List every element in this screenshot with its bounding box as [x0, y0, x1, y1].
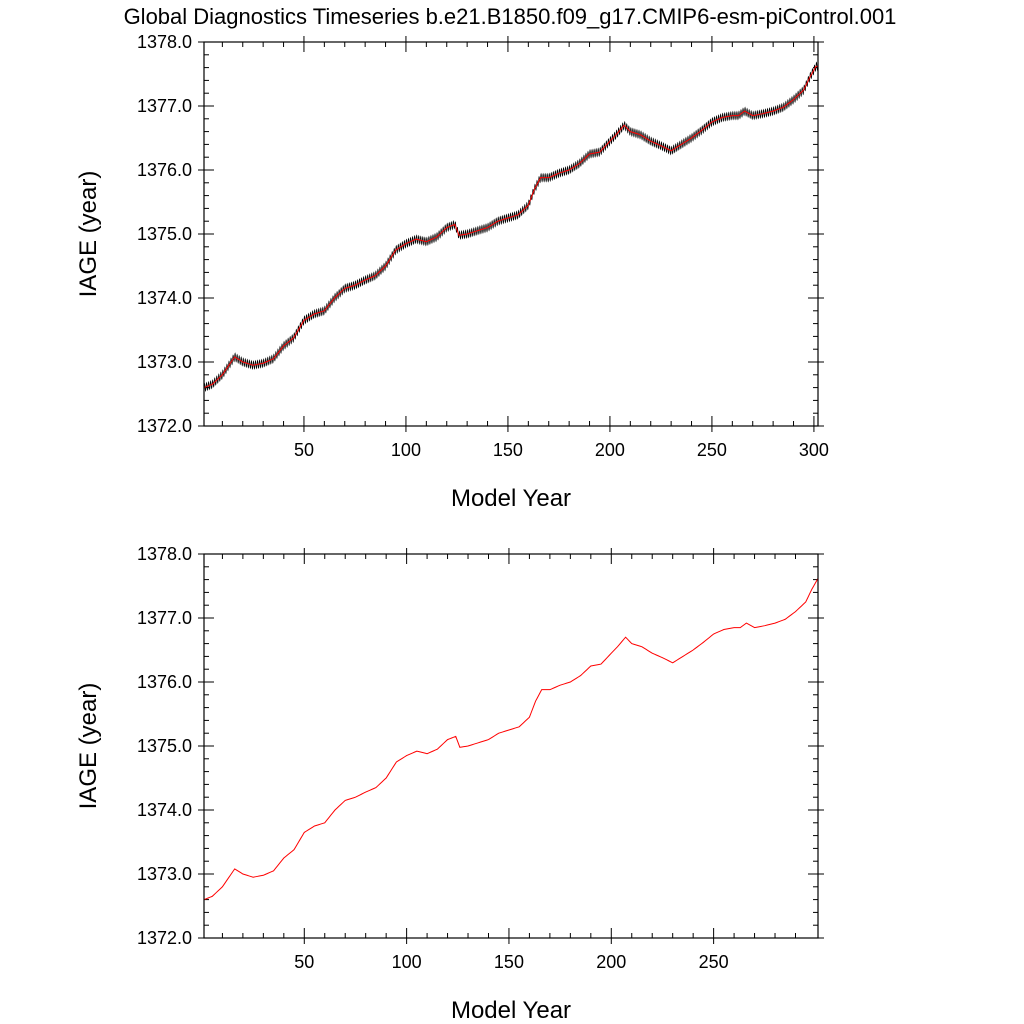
y-tick-label: 1377.0	[137, 608, 192, 628]
plot-frame	[203, 41, 819, 427]
y-axis-label: IAGE (year)	[75, 683, 102, 810]
x-tick-label: 200	[595, 440, 625, 460]
x-axis-label: Model Year	[451, 997, 571, 1024]
y-tick-label: 1372.0	[137, 416, 192, 436]
y-tick-label: 1376.0	[137, 672, 192, 692]
y-tick-label: 1374.0	[137, 288, 192, 308]
x-tick-label: 50	[294, 952, 314, 972]
x-tick-label: 100	[391, 440, 421, 460]
x-tick-label: 100	[392, 952, 422, 972]
y-tick-label: 1376.0	[137, 160, 192, 180]
y-tick-label: 1372.0	[137, 928, 192, 948]
y-tick-label: 1375.0	[137, 736, 192, 756]
x-tick-label: 250	[697, 440, 727, 460]
x-axis-label: Model Year	[451, 485, 571, 512]
figure-title: Global Diagnostics Timeseries b.e21.B185…	[124, 4, 897, 29]
series-line-annual	[203, 65, 818, 389]
chart-panel-1: 50 100 150 200 250 300 1372.0 1373.0 1374.0 1375.…	[75, 32, 829, 512]
y-axis-label: IAGE (year)	[75, 171, 102, 298]
x-tick-label: 250	[699, 952, 729, 972]
series-line-monthly	[203, 61, 819, 392]
x-tick-label: 150	[494, 952, 524, 972]
x-tick-label: 300	[799, 440, 829, 460]
y-tick-label: 1374.0	[137, 800, 192, 820]
x-tick-label: 200	[596, 952, 626, 972]
chart-panel-2: 50 100 150 200 250 1372.0 1373.0 1374.0 1375.0 13…	[75, 544, 824, 1024]
y-tick-label: 1377.0	[137, 96, 192, 116]
y-tick-label: 1373.0	[137, 352, 192, 372]
x-tick-label: 50	[294, 440, 314, 460]
x-tick-label: 150	[493, 440, 523, 460]
series-line-annual	[203, 578, 819, 901]
y-tick-label: 1378.0	[137, 544, 192, 564]
y-tick-label: 1373.0	[137, 864, 192, 884]
y-tick-label: 1375.0	[137, 224, 192, 244]
y-tick-label: 1378.0	[137, 32, 192, 52]
plot-frame	[203, 553, 819, 939]
